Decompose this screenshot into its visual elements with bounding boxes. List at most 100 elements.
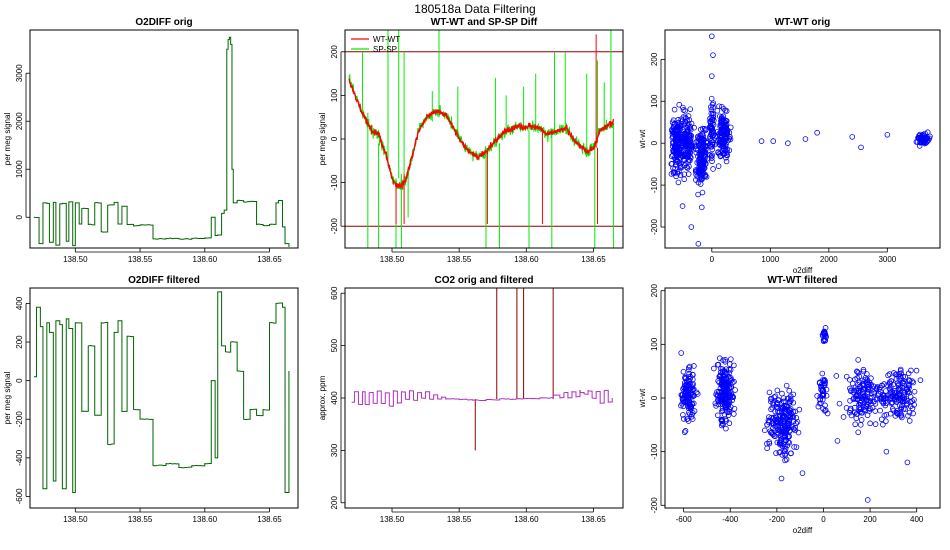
scatter-point [768, 395, 774, 402]
scatter-point [785, 433, 791, 440]
series-wt-wt [348, 34, 615, 225]
scatter-point [726, 366, 733, 373]
scatter-point [687, 150, 694, 156]
scatter-point [758, 138, 765, 144]
scatter-point [888, 400, 895, 407]
scatter-point [855, 370, 862, 376]
scatter-point [674, 157, 680, 164]
scatter-point [671, 106, 678, 113]
y-tick-label: -600 [15, 488, 24, 505]
x-tick-label: 138.60 [193, 515, 218, 524]
scatter-point [700, 157, 706, 163]
scatter-point [880, 421, 886, 428]
scatter-point [918, 134, 925, 141]
scatter-point [677, 172, 684, 178]
scatter-point [864, 497, 871, 503]
scatter-point [708, 104, 714, 110]
scatter-point [718, 365, 724, 372]
scatter-points [678, 325, 924, 503]
scatter-point [680, 107, 687, 113]
scatter-point [770, 138, 777, 144]
scatter-point [715, 393, 721, 399]
scatter-point [710, 104, 716, 110]
scatter-point [680, 368, 687, 375]
scatter-point [856, 401, 862, 408]
series-o2diff [33, 36, 290, 248]
scatter-point [802, 136, 809, 142]
panel-wtwt-filtered: WT-WT filtered -600 -400 -200 0 200 400 -200 -10… [638, 275, 941, 535]
scatter-point [676, 101, 682, 108]
plot-frame [664, 287, 941, 509]
scatter-points [668, 33, 933, 247]
y-tick-label: 100 [650, 337, 659, 351]
scatter-point [718, 422, 725, 429]
scatter-point [900, 379, 907, 386]
scatter-point [899, 414, 905, 421]
scatter-point [771, 394, 777, 400]
scatter-point [686, 364, 692, 371]
scatter-point [698, 155, 705, 162]
y-tick-label: -200 [330, 218, 339, 235]
scatter-point [783, 382, 790, 389]
scatter-point [851, 387, 858, 394]
scatter-point [787, 393, 794, 400]
scatter-point [726, 393, 732, 399]
scatter-point [897, 409, 903, 416]
scatter-point [857, 422, 864, 428]
scatter-point [694, 138, 701, 145]
scatter-point [732, 387, 738, 393]
scatter-point [780, 441, 787, 447]
series-co2-filtered [351, 389, 613, 407]
plot-frame [664, 29, 941, 249]
scatter-point [910, 379, 917, 386]
scatter-point [863, 380, 870, 386]
y-tick-label: 200 [650, 52, 659, 66]
scatter-point [854, 368, 860, 375]
scatter-point [707, 120, 714, 127]
x-tick-label: 138.65 [581, 255, 606, 264]
scatter-point [774, 439, 781, 446]
scatter-point [909, 378, 916, 385]
scatter-point [708, 110, 715, 117]
scatter-point [718, 417, 725, 423]
plot-area [668, 33, 933, 247]
scatter-point [699, 125, 706, 132]
x-tick-label: -600 [676, 515, 693, 524]
y-tick-label: -400 [15, 449, 24, 466]
scatter-point [793, 420, 799, 427]
panel-o2diff-orig: O2DIFF orig 138.50 138.55 138.60 138.65 0 1000… [3, 17, 299, 264]
scatter-point [860, 386, 867, 393]
scatter-point [786, 440, 793, 446]
scatter-point [679, 118, 685, 125]
y-axis-label: per meg signal [318, 113, 327, 166]
x-tick-label: 138.55 [128, 515, 153, 524]
x-tick-label: 138.60 [514, 255, 539, 264]
scatter-point [684, 416, 690, 422]
scatter-point [680, 412, 686, 418]
scatter-point [719, 405, 726, 412]
scatter-point [686, 131, 692, 137]
scatter-point [903, 386, 910, 392]
x-tick-label: -200 [769, 515, 786, 524]
plot-frame [344, 29, 624, 249]
scatter-point [773, 450, 779, 456]
scatter-point [847, 407, 853, 413]
scatter-point [786, 433, 792, 439]
plot-area [351, 288, 613, 451]
scatter-point [675, 117, 681, 123]
scatter-point [768, 406, 774, 413]
scatter-point [701, 125, 708, 132]
scatter-point [780, 413, 786, 420]
scatter-point [881, 381, 887, 387]
scatter-point [891, 390, 897, 396]
scatter-point [794, 419, 801, 425]
scatter-point [682, 120, 689, 126]
scatter-point [782, 457, 788, 464]
scatter-point [824, 410, 831, 417]
scatter-point [761, 427, 768, 434]
plot-area [33, 291, 290, 494]
scatter-point [782, 409, 789, 416]
scatter-point [725, 412, 732, 418]
figure-title: 180518a Data Filtering [414, 2, 535, 16]
series-o2diff [33, 291, 290, 494]
